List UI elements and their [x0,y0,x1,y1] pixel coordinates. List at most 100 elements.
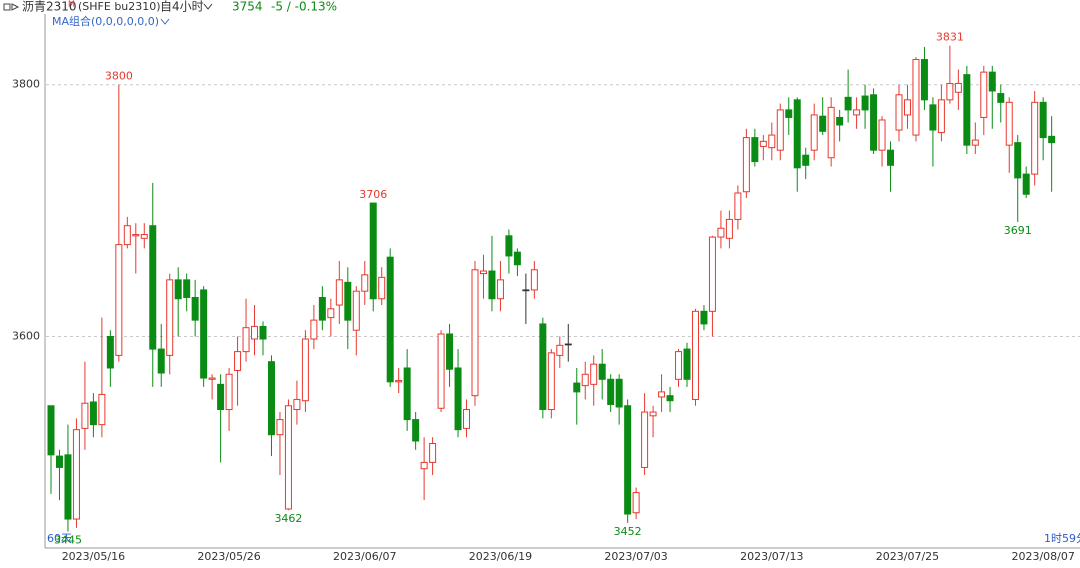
candle-body [522,289,530,292]
x-tick-label: 2023/08/07 [1011,550,1074,563]
candle-body [81,402,89,429]
symbol-code: (SHFE bu2310) [78,0,161,13]
candle-body [327,308,335,319]
candle-body [598,363,606,380]
candle-body [971,139,979,146]
indicator-dropdown-arrow[interactable] [160,18,170,25]
range-label: 60天 [47,532,72,545]
candle-body [683,348,691,380]
candle-body [556,344,564,356]
candle-body [225,373,233,411]
candle-body [929,104,937,131]
candle-body [208,377,216,380]
candle-body [827,106,835,159]
candle-body [234,351,242,371]
extreme-label: 3800 [105,70,133,83]
candle-body [463,409,471,429]
candle-body [768,134,776,149]
candle-body [759,140,767,147]
candle-body [1014,142,1022,179]
candle-body [352,290,360,331]
candle-body [802,154,810,166]
y-tick-label: 3600 [12,330,40,343]
candle-body [573,382,581,393]
candle-body [166,279,174,356]
candle-body [513,251,521,266]
candle-body [776,109,784,151]
candle-body [810,114,818,151]
candle-body [123,225,131,246]
x-tick-label: 2023/06/19 [469,550,532,563]
candle-body [641,411,649,468]
candle-body [844,96,852,111]
candle-body [403,367,411,421]
candle-body [725,218,733,239]
candle-body [378,276,386,300]
candle-body [590,363,598,385]
candle-body [284,405,292,510]
candle-body [920,59,928,101]
candle-body [429,443,437,463]
candle-body [505,235,513,257]
candle-body [912,59,920,136]
candle-body [658,391,666,398]
last-price: 3754 [232,0,263,14]
x-tick-label: 2023/05/26 [197,550,260,563]
symbol-icon [3,3,20,11]
candle-body [301,338,309,402]
candle-body [581,373,589,387]
candle-body [115,244,123,356]
extreme-label: 3452 [614,525,642,538]
candle-body [547,352,555,411]
candle-body [395,380,403,383]
symbol-title: 沥青2310 [22,0,77,14]
x-tick-label: 2023/05/16 [62,550,125,563]
candle-body [632,492,640,514]
candle-body [624,405,632,515]
candle-body [1005,101,1013,146]
candle-body [607,378,615,405]
candle-body [217,383,225,411]
candle-body [276,419,284,436]
candle-body [937,99,945,134]
candle-body [183,279,191,298]
candle-body [488,270,496,300]
candle-body [700,310,708,325]
candle-body [1022,173,1030,195]
extreme-label: 3462 [274,512,302,525]
candle-body [251,325,259,340]
indicator-selector[interactable]: MA组合(0,0,0,0,0,0) [52,14,159,28]
candle-body [191,296,199,321]
candle-body [344,281,352,321]
candle-body [361,274,369,292]
candle-body [64,454,72,520]
extreme-label: 3445 [54,534,82,547]
candle-body [793,99,801,169]
candle-body [106,336,114,369]
x-tick-label: 2023/07/13 [740,550,803,563]
candle-body [717,227,725,238]
candle-body [980,71,988,118]
candle-body [1031,101,1039,175]
symbol-mark: M [68,0,75,9]
x-tick-label: 2023/07/03 [604,550,667,563]
period-dropdown-arrow[interactable] [203,3,213,10]
candle-body [412,419,420,442]
candle-body [836,116,844,126]
period-selector[interactable]: 自4小时 [160,0,204,14]
y-tick-label: 3800 [12,78,40,91]
candle-body [200,289,208,379]
candle-body [72,429,80,520]
candle-body [98,393,106,426]
candle-body [496,279,504,300]
candle-body [887,149,895,166]
extreme-label: 3691 [1004,224,1032,237]
candle-body [666,395,674,402]
extreme-label: 3706 [359,188,387,201]
candle-body [437,333,445,409]
candle-body [174,279,182,300]
candle-body [997,93,1005,103]
candle-body [878,119,886,151]
candle-body [242,327,250,353]
